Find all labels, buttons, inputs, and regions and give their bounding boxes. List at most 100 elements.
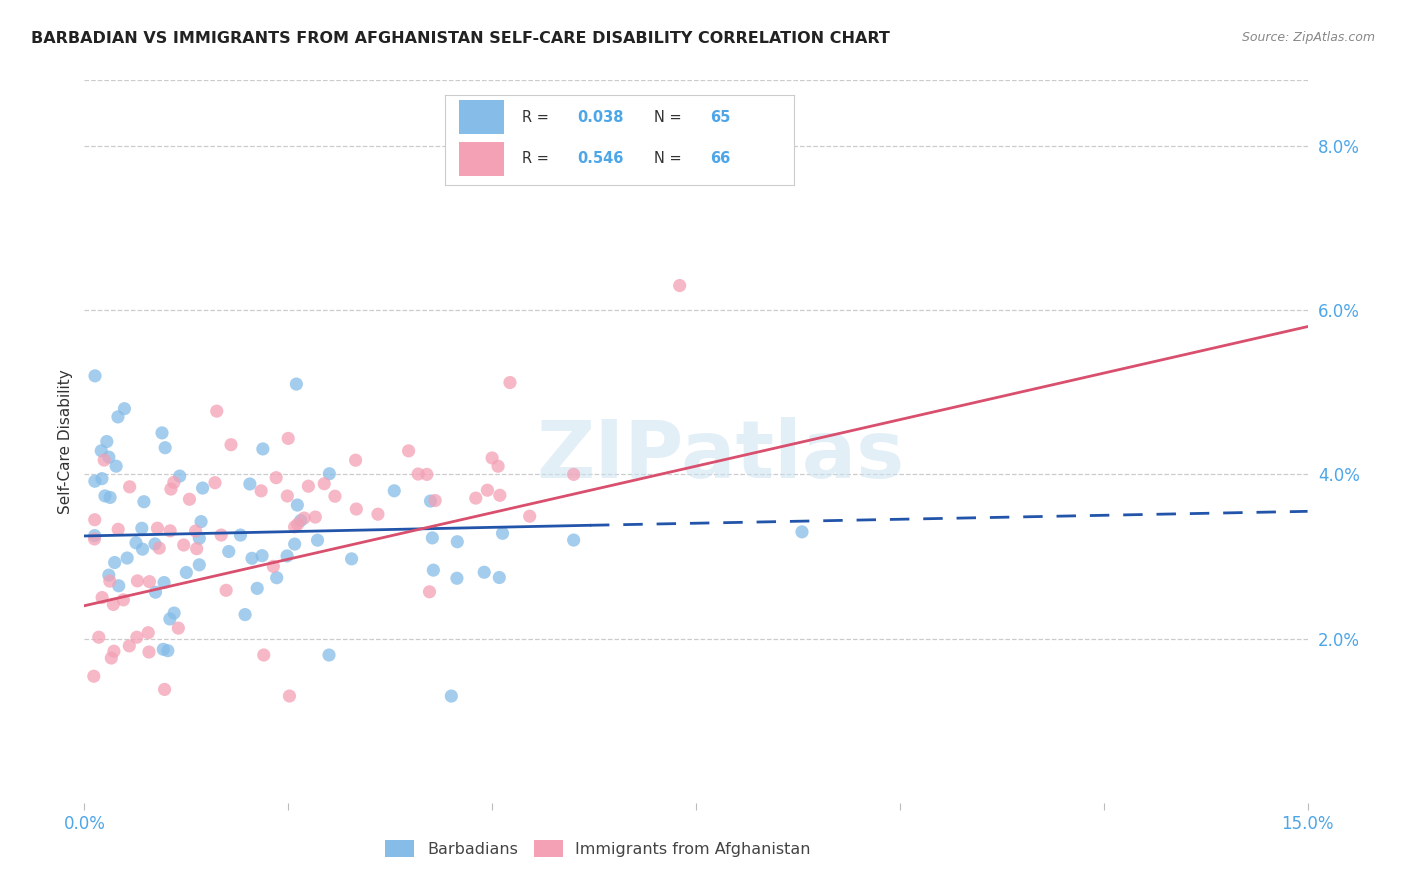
Point [118, 480, 141, 494]
Point [153, 682, 176, 697]
Point [83, 474, 105, 488]
Point [307, 533, 329, 548]
Point [167, 621, 190, 635]
Point [107, 409, 129, 424]
Point [184, 524, 207, 538]
Point [87, 630, 110, 644]
Point [218, 544, 240, 558]
Point [314, 476, 336, 491]
Point [488, 570, 510, 584]
Point [97, 568, 120, 582]
Point [107, 522, 129, 536]
Point [83, 669, 105, 683]
Point [112, 592, 135, 607]
Legend: Barbadians, Immigrants from Afghanistan: Barbadians, Immigrants from Afghanistan [380, 834, 817, 863]
Point [188, 558, 211, 572]
Point [323, 489, 346, 503]
Point [146, 521, 169, 535]
Point [191, 481, 214, 495]
Point [163, 475, 186, 490]
Point [150, 425, 173, 440]
Y-axis label: Self-Care Disability: Self-Care Disability [58, 369, 73, 514]
Point [176, 566, 198, 580]
Point [304, 510, 326, 524]
Point [562, 467, 585, 482]
Point [159, 612, 181, 626]
Point [94, 489, 117, 503]
Point [132, 494, 155, 508]
Point [446, 534, 468, 549]
Point [420, 531, 443, 545]
Point [131, 542, 153, 557]
Point [209, 528, 232, 542]
Point [219, 438, 242, 452]
Point [91, 591, 114, 605]
Point [83, 528, 105, 542]
Point [148, 541, 170, 555]
Point [105, 459, 128, 474]
Point [287, 517, 309, 532]
Point [276, 489, 298, 503]
Point [264, 471, 287, 485]
Point [98, 491, 121, 505]
Point [446, 571, 468, 585]
Point [284, 537, 307, 551]
Point [98, 574, 121, 588]
Point [284, 520, 307, 534]
Point [83, 532, 105, 546]
Point [138, 645, 160, 659]
Point [240, 551, 263, 566]
Point [153, 441, 176, 455]
Point [266, 571, 288, 585]
Point [90, 472, 112, 486]
Point [169, 469, 191, 483]
Point [416, 467, 439, 482]
Point [138, 574, 160, 589]
Point [422, 563, 444, 577]
Point [136, 625, 159, 640]
Point [481, 450, 503, 465]
Point [93, 453, 115, 467]
Point [97, 450, 120, 464]
Point [419, 494, 441, 508]
Point [290, 514, 312, 528]
Point [239, 477, 262, 491]
Point [668, 278, 690, 293]
Point [562, 533, 585, 547]
Point [519, 509, 541, 524]
Point [152, 642, 174, 657]
Point [418, 584, 440, 599]
Point [153, 575, 176, 590]
Point [277, 431, 299, 445]
Point [131, 521, 153, 535]
Point [246, 582, 269, 596]
Point [486, 459, 509, 474]
Point [262, 559, 284, 574]
Point [472, 566, 495, 580]
Point [253, 648, 276, 662]
Point [382, 483, 405, 498]
Point [83, 513, 105, 527]
Point [125, 630, 148, 644]
Point [90, 443, 112, 458]
Point [344, 453, 367, 467]
Point [285, 498, 308, 512]
Point [229, 528, 252, 542]
Point [160, 482, 183, 496]
Point [477, 483, 499, 498]
Point [297, 479, 319, 493]
Point [367, 507, 389, 521]
Point [318, 648, 340, 662]
Point [464, 491, 486, 505]
Point [96, 434, 118, 449]
Point [107, 579, 129, 593]
Point [103, 598, 125, 612]
Point [276, 549, 298, 563]
Point [127, 574, 149, 588]
Point [406, 467, 429, 481]
Point [278, 689, 301, 703]
Point [423, 493, 446, 508]
Text: BARBADIAN VS IMMIGRANTS FROM AFGHANISTAN SELF-CARE DISABILITY CORRELATION CHART: BARBADIAN VS IMMIGRANTS FROM AFGHANISTAN… [31, 31, 890, 46]
Point [499, 376, 522, 390]
Point [112, 401, 135, 416]
